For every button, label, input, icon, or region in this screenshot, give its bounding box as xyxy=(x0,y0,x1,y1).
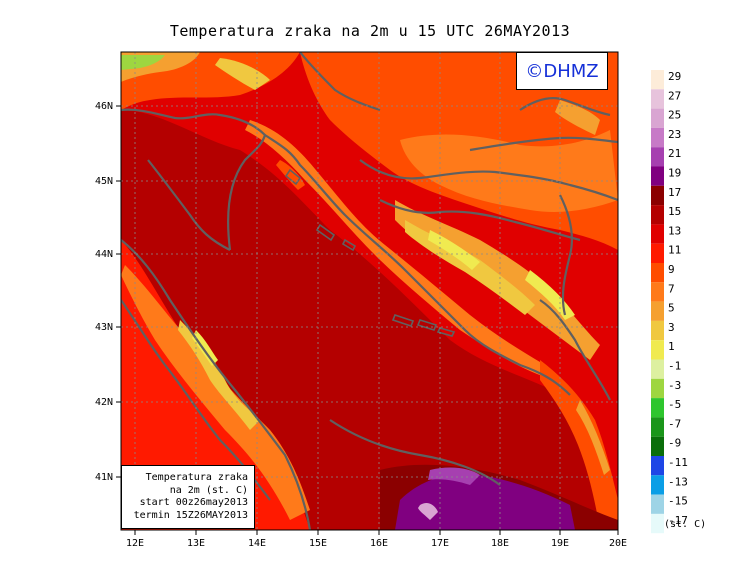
legend-swatch xyxy=(651,340,664,360)
legend-swatch xyxy=(651,89,664,109)
legend-swatch xyxy=(651,127,664,148)
legend-label: 29 xyxy=(668,70,681,83)
copyright-label: ©DHMZ xyxy=(516,52,608,90)
legend-swatch xyxy=(651,282,664,302)
legend-swatch xyxy=(651,513,664,534)
legend-swatch xyxy=(651,108,664,128)
legend-swatch xyxy=(651,475,664,495)
legend-label: 23 xyxy=(668,128,681,141)
legend-swatch xyxy=(651,70,664,90)
lon-label: 14E xyxy=(248,538,266,549)
legend-swatch xyxy=(651,205,664,225)
info-line: na 2m (st. C) xyxy=(169,484,248,496)
lon-label: 19E xyxy=(551,538,569,549)
lat-label: 41N xyxy=(95,472,113,483)
legend-swatch xyxy=(651,398,664,418)
lat-label: 43N xyxy=(95,322,113,333)
legend-swatch xyxy=(651,166,664,186)
lat-label: 46N xyxy=(95,101,113,112)
legend-swatch xyxy=(651,417,664,437)
temperature-field xyxy=(121,52,618,530)
info-line: Temperatura zraka xyxy=(145,472,248,483)
legend-swatch xyxy=(651,147,664,167)
lat-label: 45N xyxy=(95,176,113,187)
legend-label: -5 xyxy=(668,398,681,411)
legend-label: 11 xyxy=(668,244,681,257)
legend-label: -1 xyxy=(668,360,681,373)
coastlines xyxy=(121,52,618,530)
legend-label: 27 xyxy=(668,89,681,102)
legend-label: 21 xyxy=(668,147,681,160)
legend-swatch xyxy=(651,224,664,244)
info-line: termin 15Z26MAY2013 xyxy=(133,509,248,521)
legend-swatch xyxy=(651,378,664,399)
map-frame xyxy=(120,51,619,531)
legend-label: -3 xyxy=(668,379,681,392)
legend-label: -13 xyxy=(668,475,688,488)
lat-label: 44N xyxy=(95,249,113,260)
legend-label: -7 xyxy=(668,417,681,430)
legend-swatch xyxy=(651,301,664,321)
legend-label: 7 xyxy=(668,282,675,295)
legend-swatch xyxy=(651,263,664,283)
legend-label: 19 xyxy=(668,167,681,180)
lon-label: 17E xyxy=(431,538,449,549)
legend-unit: (st. C) xyxy=(664,519,707,530)
legend-label: -15 xyxy=(668,495,688,508)
lon-label: 20E xyxy=(609,538,627,549)
lat-label: 42N xyxy=(95,397,113,408)
axis-ticks xyxy=(116,105,619,535)
chart-title: Temperatura zraka na 2m u 15 UTC 26MAY20… xyxy=(169,22,571,40)
legend-swatch xyxy=(651,320,664,341)
info-box: Temperatura zraka na 2m (st. C) start 00… xyxy=(121,465,255,529)
lon-label: 13E xyxy=(187,538,205,549)
color-legend: 29 27 25 23 21 19 17 15 13 11 9 7 5 3 1 -1 -3 -5 -7 -9 -11 -1… xyxy=(651,70,688,534)
legend-label: 5 xyxy=(668,302,675,315)
lon-label: 18E xyxy=(491,538,509,549)
legend-label: -11 xyxy=(668,456,688,469)
legend-swatch xyxy=(651,243,664,263)
legend-swatch xyxy=(651,359,664,379)
legend-swatch xyxy=(651,185,664,206)
info-line: start 00z26may2013 xyxy=(139,497,248,508)
legend-label: 13 xyxy=(668,224,681,237)
legend-swatch xyxy=(651,436,664,456)
legend-label: -9 xyxy=(668,437,681,450)
legend-label: 1 xyxy=(668,340,675,353)
legend-label: 3 xyxy=(668,321,675,334)
legend-swatch xyxy=(651,494,664,514)
islands xyxy=(284,168,456,337)
legend-label: 25 xyxy=(668,109,681,122)
lon-label: 12E xyxy=(126,538,144,549)
legend-label: -17 xyxy=(668,514,688,527)
legend-swatch xyxy=(651,456,664,476)
lon-label: 15E xyxy=(309,538,327,549)
legend-label: 17 xyxy=(668,186,681,199)
legend-label: 15 xyxy=(668,205,681,218)
lon-label: 16E xyxy=(370,538,388,549)
legend-label: 9 xyxy=(668,263,675,276)
